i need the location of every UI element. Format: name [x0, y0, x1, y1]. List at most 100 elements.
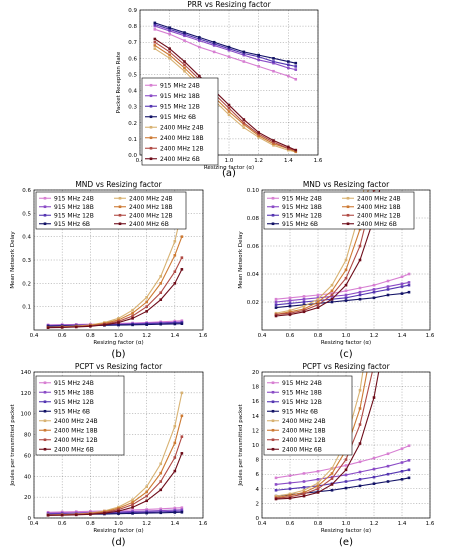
legend-item: 915 MHz 6B — [39, 221, 90, 228]
data-point — [358, 478, 362, 481]
x-tick-label: 1.2 — [370, 521, 379, 527]
data-point — [330, 475, 334, 479]
data-point — [180, 435, 184, 438]
legend-item: 915 MHz 12B — [267, 399, 322, 406]
legend-label: 2400 MHz 18B — [160, 135, 204, 142]
data-point — [131, 508, 134, 512]
legend-label: 2400 MHz 12B — [129, 212, 173, 219]
data-point — [400, 282, 404, 286]
data-point — [159, 462, 163, 466]
data-point — [242, 123, 246, 126]
x-tick-label: 0.6 — [58, 521, 67, 527]
legend-item: 915 MHz 12B — [39, 399, 94, 406]
data-point — [386, 452, 390, 456]
chart-title: PCPT vs Resizing factor — [75, 362, 163, 371]
data-point — [302, 491, 306, 494]
data-point — [198, 39, 201, 42]
legend-item: 2400 MHz 6B — [39, 446, 94, 453]
legend-swatch-marker — [271, 400, 275, 404]
x-tick-label: 1.4 — [170, 333, 179, 339]
legend: 915 MHz 24B 915 MHz 18B 915 MHz 12B 915 MHz… — [35, 375, 125, 456]
data-point — [287, 145, 290, 149]
data-point — [159, 282, 163, 285]
data-point — [168, 32, 171, 36]
data-point — [372, 396, 376, 399]
y-tick-label: 0.5 — [128, 72, 137, 78]
data-point — [330, 488, 334, 492]
data-point — [330, 300, 334, 304]
data-point — [294, 77, 298, 81]
data-point — [242, 118, 246, 121]
data-point — [287, 147, 290, 150]
y-tick-label: 0.10 — [247, 188, 260, 194]
data-point — [330, 293, 334, 297]
x-tick-label: 1.6 — [314, 158, 323, 164]
data-point — [302, 303, 306, 307]
legend-item: 2400 MHz 18B — [342, 204, 401, 211]
data-point — [372, 467, 376, 471]
y-tick-label: 0.04 — [247, 272, 260, 278]
data-point — [287, 148, 290, 152]
data-point — [198, 45, 201, 49]
x-tick-label: 1.2 — [142, 521, 151, 527]
data-point — [257, 134, 260, 137]
data-point — [131, 506, 134, 509]
y-tick-label: 0.4 — [128, 89, 137, 95]
data-point — [272, 60, 275, 63]
data-point — [387, 137, 390, 140]
data-point — [145, 323, 148, 326]
y-tick-label: 0 — [256, 516, 260, 522]
y-tick-label: 0.6 — [22, 188, 31, 194]
legend-label: 2400 MHz 24B — [129, 195, 173, 202]
data-point — [131, 308, 134, 312]
data-point — [400, 447, 404, 450]
y-tick-label: 0.2 — [128, 121, 137, 127]
data-point — [287, 74, 290, 78]
data-point — [46, 513, 50, 517]
data-point — [117, 512, 120, 516]
x-tick-label: 0.6 — [58, 333, 67, 339]
y-tick-label: 0 — [28, 516, 32, 522]
data-point — [173, 456, 177, 459]
legend-item: 915 MHz 12B — [267, 212, 322, 219]
legend-item: 2400 MHz 6B — [114, 221, 169, 228]
data-point — [358, 423, 362, 426]
legend-item: 2400 MHz 6B — [342, 221, 397, 228]
data-point — [287, 60, 290, 63]
legend-swatch-marker — [43, 409, 47, 413]
chart-title: MND vs Resizing factor — [75, 180, 162, 189]
data-point — [159, 275, 163, 278]
data-point — [131, 498, 134, 502]
data-point — [387, 7, 390, 10]
legend-swatch-marker — [43, 428, 47, 432]
legend-label: 915 MHz 24B — [160, 82, 200, 89]
legend-label: 2400 MHz 18B — [282, 427, 326, 434]
y-tick-label: 100 — [21, 412, 32, 418]
data-point — [153, 23, 157, 26]
data-point — [344, 276, 348, 280]
data-point — [358, 460, 362, 464]
data-point — [227, 48, 231, 52]
data-point — [168, 29, 171, 33]
legend-label: 915 MHz 6B — [282, 221, 318, 228]
data-point — [288, 496, 292, 500]
x-tick-label: 1.4 — [170, 521, 179, 527]
legend-item: 2400 MHz 24B — [114, 195, 173, 202]
y-tick-label: 0.7 — [128, 40, 137, 46]
legend-item: 2400 MHz 12B — [342, 212, 401, 219]
data-point — [330, 467, 334, 470]
y-tick-label: 0.9 — [128, 8, 137, 14]
legend-label: 2400 MHz 24B — [282, 418, 326, 425]
data-point — [198, 74, 201, 78]
x-tick-label: 1.2 — [370, 333, 379, 339]
chart-title: PRR vs Resizing factor — [187, 0, 271, 9]
y-tick-label: 0.0 — [128, 153, 137, 159]
data-point — [173, 469, 177, 473]
legend-swatch-marker — [271, 438, 275, 442]
data-point — [401, 93, 404, 96]
data-point — [242, 52, 246, 55]
data-point — [272, 61, 275, 65]
data-point — [287, 66, 290, 70]
legend-swatch-marker — [271, 428, 275, 432]
y-tick-label: 14 — [252, 414, 259, 420]
